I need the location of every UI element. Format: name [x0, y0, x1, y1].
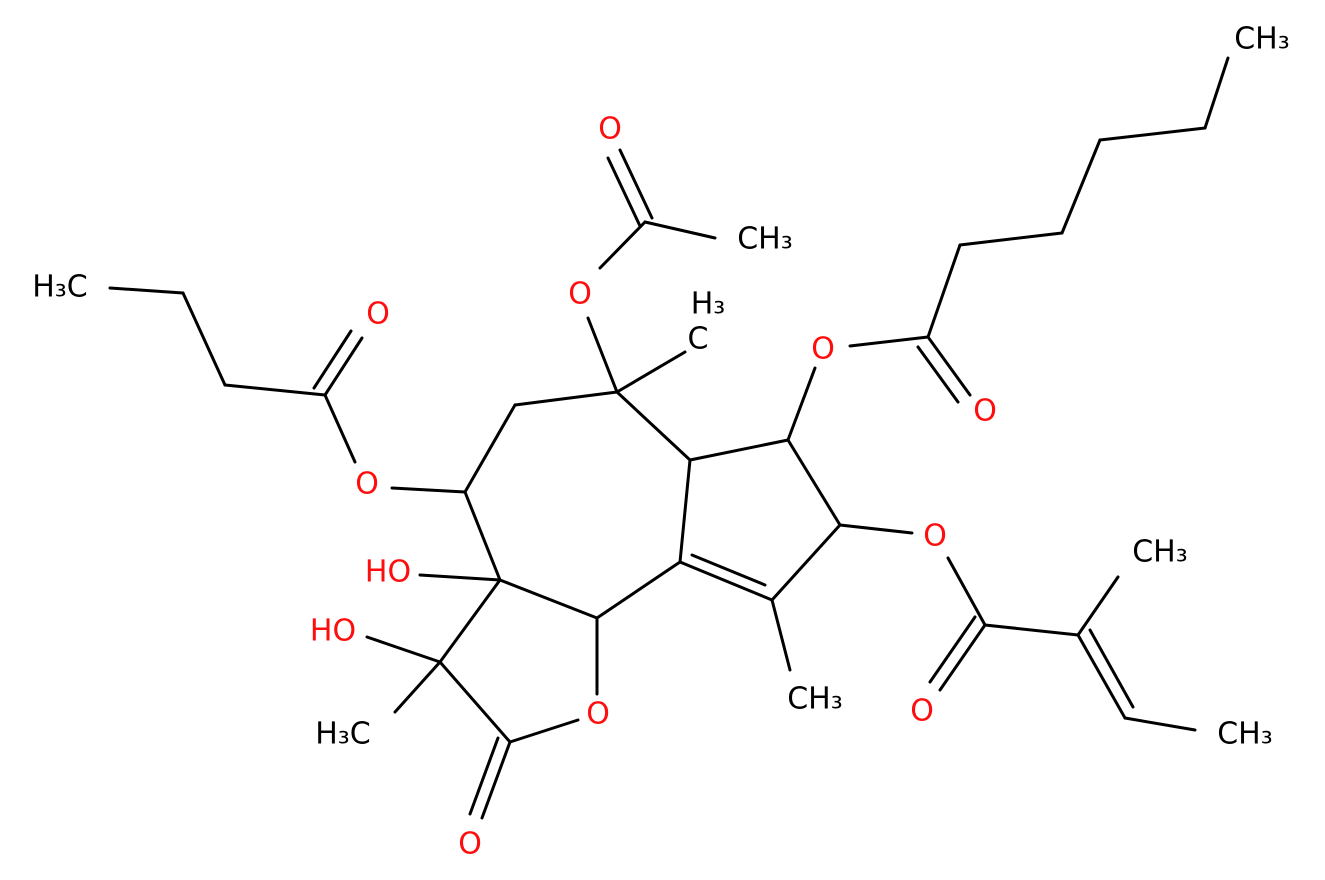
atom-label: C	[688, 322, 709, 357]
atom-label: O	[923, 519, 947, 554]
atom-label: O	[598, 112, 622, 147]
atom-label: H₃C	[315, 717, 371, 752]
atom-label: HO	[310, 614, 356, 649]
atom-label: O	[811, 332, 835, 367]
atom-label: O	[586, 697, 610, 732]
atom-label: O	[910, 694, 934, 729]
atom-label: O	[973, 394, 997, 429]
atom-label: O	[568, 277, 592, 312]
atom-label: HO	[365, 555, 411, 590]
atom-label: O	[355, 467, 379, 502]
atom-label: O	[366, 297, 390, 332]
atom-label: CH₃	[1234, 22, 1290, 57]
bonds	[108, 56, 1230, 820]
atom-label: CH₃	[737, 222, 793, 257]
atom-label: O	[458, 827, 482, 862]
atom-labels: CH₃ O CH₃ O H₃ C O O H₃C O O O CH₃ HO HO…	[32, 22, 1290, 862]
atom-label: H₃	[691, 287, 726, 322]
atom-label: CH₃	[1132, 535, 1188, 570]
atom-label: H₃C	[32, 270, 88, 305]
atom-label: CH₃	[1217, 717, 1273, 752]
atom-label: CH₃	[787, 682, 843, 717]
